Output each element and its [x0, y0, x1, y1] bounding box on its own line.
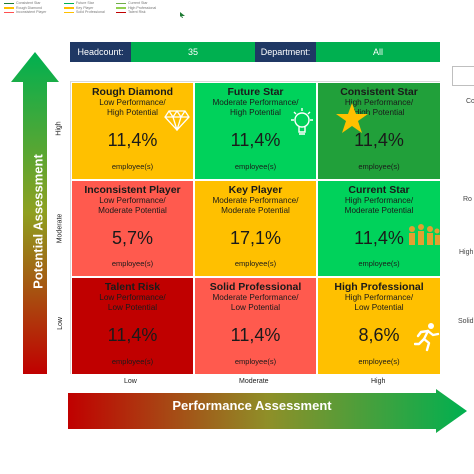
legend-item: High Professional	[116, 6, 156, 11]
box-subtitle: Low Performance/	[99, 196, 166, 205]
box-solid-professional[interactable]: Solid Professional Moderate Performance/…	[194, 277, 317, 375]
box-subtitle: Moderate Performance/	[212, 196, 299, 205]
potential-axis-arrow	[11, 52, 59, 374]
box-subtitle: Low Potential	[230, 303, 281, 313]
legend-item: Talent Risk	[116, 10, 146, 15]
box-subtitle: Low Potential	[107, 303, 158, 313]
box-title: Consistent Star	[340, 86, 418, 98]
headcount-label: Headcount:	[70, 42, 131, 62]
summary-bar: Headcount: 35 Department: All	[70, 42, 440, 62]
side-label: Co	[466, 98, 474, 105]
box-inconsistent-player[interactable]: Inconsistent Player Low Performance/ Mod…	[71, 180, 194, 277]
box-percentage: 11,4%	[107, 325, 158, 345]
y-axis-title: Potential Assessment	[30, 154, 46, 289]
x-level-high: High	[371, 378, 386, 385]
box-title: Inconsistent Player	[84, 184, 181, 196]
box-employee-label: employee(s)	[234, 259, 277, 268]
side-label: Solid	[458, 318, 474, 325]
performance-axis-arrow	[68, 389, 467, 433]
x-level-moderate: Moderate	[239, 378, 269, 385]
box-percentage: 5,7%	[111, 228, 154, 248]
box-subtitle: High Potential	[107, 108, 158, 118]
x-axis-title: Performance Assessment	[172, 398, 332, 413]
box-employee-label: employee(s)	[111, 357, 154, 366]
y-level-moderate: Moderate	[56, 213, 64, 244]
y-level-high: High	[55, 121, 63, 136]
box-subtitle: High Performance/	[344, 196, 414, 205]
box-current-star[interactable]: Current Star High Performance/ Moderate …	[317, 180, 441, 277]
box-employee-label: employee(s)	[358, 259, 400, 268]
box-subtitle: Low Performance/	[99, 293, 166, 302]
department-filter[interactable]: All	[316, 42, 440, 62]
legend-item: Inconsistent Player	[4, 10, 46, 15]
legend-item: Key Player	[64, 6, 93, 11]
box-employee-label: employee(s)	[358, 162, 400, 171]
box-title: Key Player	[228, 184, 283, 196]
box-percentage: 8,6%	[358, 325, 400, 345]
diamond-icon	[164, 109, 190, 131]
box-future-star[interactable]: Future Star Moderate Performance/ High P…	[194, 82, 317, 180]
nine-box-grid: Rough Diamond Low Performance/ High Pote…	[70, 81, 441, 375]
box-employee-label: employee(s)	[358, 357, 400, 366]
lightbulb-icon	[291, 108, 313, 135]
box-subtitle: Moderate Performance/	[212, 98, 299, 107]
box-employee-label: employee(s)	[111, 259, 154, 268]
side-panel-box[interactable]	[452, 66, 474, 86]
box-consistent-star[interactable]: Consistent Star High Performance/ High P…	[317, 82, 441, 180]
box-subtitle: Low Performance/	[99, 98, 166, 107]
box-percentage: 11,4%	[354, 228, 404, 248]
side-label: High	[459, 249, 474, 256]
box-title: Current Star	[348, 184, 410, 196]
box-title: Rough Diamond	[91, 86, 174, 98]
box-talent-risk[interactable]: Talent Risk Low Performance/ Low Potenti…	[71, 277, 194, 375]
box-subtitle: High Potential	[230, 108, 281, 118]
y-level-low: Low	[56, 317, 64, 330]
legend-item: Solid Professional	[64, 10, 105, 15]
box-employee-label: employee(s)	[234, 162, 277, 171]
legend-item: Current Star	[116, 1, 148, 6]
box-employee-label: employee(s)	[234, 357, 277, 366]
box-title: Talent Risk	[104, 281, 161, 293]
box-subtitle: Low Potential	[354, 303, 404, 313]
legend-item: Future Star	[64, 1, 94, 6]
box-percentage: 11,4%	[107, 130, 158, 150]
headcount-value[interactable]: 35	[131, 42, 255, 62]
box-key-player[interactable]: Key Player Moderate Performance/ Moderat…	[194, 180, 317, 277]
box-high-professional[interactable]: High Professional High Performance/ Low …	[317, 277, 441, 375]
runner-icon	[414, 323, 440, 352]
box-title: Solid Professional	[209, 281, 302, 293]
box-percentage: 11,4%	[230, 325, 281, 345]
filter-icon[interactable]	[180, 12, 185, 18]
box-subtitle: Moderate Performance/	[212, 293, 299, 302]
box-subtitle: High Performance/	[344, 293, 414, 302]
department-label: Department:	[255, 42, 316, 62]
side-label: Ro	[463, 196, 472, 203]
legend-item: Rough Diamond	[4, 6, 42, 11]
box-percentage: 11,4%	[354, 130, 404, 150]
box-title: High Professional	[334, 281, 424, 293]
box-subtitle: Moderate Potential	[98, 206, 167, 216]
box-subtitle: High Potential	[353, 108, 405, 118]
box-subtitle: Moderate Potential	[344, 206, 414, 216]
legend-item: Consistent Star	[4, 1, 41, 6]
box-subtitle: Moderate Potential	[221, 206, 290, 216]
star-icon	[336, 103, 368, 133]
x-level-low: Low	[124, 378, 137, 385]
box-rough-diamond[interactable]: Rough Diamond Low Performance/ High Pote…	[71, 82, 194, 180]
box-percentage: 17,1%	[229, 228, 282, 248]
box-subtitle: High Performance/	[344, 98, 414, 107]
box-percentage: 11,4%	[230, 130, 281, 150]
box-employee-label: employee(s)	[111, 162, 154, 171]
box-title: Future Star	[227, 86, 284, 98]
crowd-icon	[409, 224, 440, 245]
